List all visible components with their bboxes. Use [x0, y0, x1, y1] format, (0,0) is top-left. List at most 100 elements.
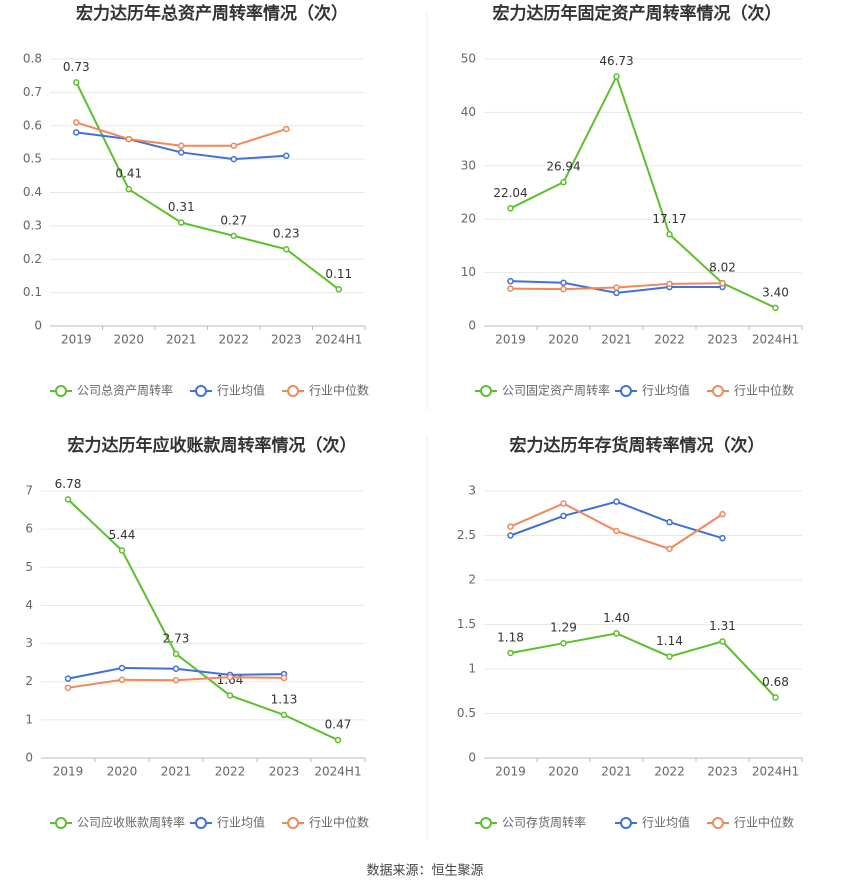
data-point	[118, 664, 126, 672]
legend-marker	[480, 385, 492, 397]
chart-title: 宏力达历年存货周转率情况（次）	[510, 435, 765, 456]
y-tick-label: 10	[461, 265, 476, 279]
data-point	[226, 692, 234, 699]
data-point	[507, 277, 514, 285]
x-tick-label: 2023	[707, 765, 738, 779]
data-point	[560, 500, 567, 507]
data-point	[178, 142, 185, 150]
data-label: 1.14	[656, 634, 683, 648]
data-point	[178, 149, 185, 156]
data-point	[507, 285, 514, 292]
data-point	[613, 73, 620, 80]
data-point	[666, 653, 673, 660]
chart-title: 宏力达历年总资产周转率情况（次）	[76, 3, 348, 24]
data-point	[507, 649, 514, 657]
series-line	[75, 81, 340, 291]
data-label: 0.27	[220, 213, 247, 227]
data-point	[719, 638, 726, 645]
x-tick-label: 2022	[654, 765, 685, 779]
legend-label: 公司应收账款周转率	[77, 815, 185, 830]
y-tick-label: 20	[461, 212, 476, 226]
x-tick-label: 2021	[601, 333, 632, 347]
legend-label: 行业中位数	[734, 383, 794, 398]
legend-marker	[712, 385, 724, 397]
legend-marker	[620, 817, 632, 829]
data-label: 46.73	[599, 54, 633, 68]
y-tick-label: 0.2	[23, 252, 42, 266]
data-label: 3.40	[762, 285, 789, 299]
series-line	[67, 498, 339, 741]
data-label: 0.73	[63, 60, 90, 74]
data-point	[172, 665, 180, 672]
data-point	[283, 152, 290, 160]
data-point	[719, 510, 726, 518]
data-point	[560, 285, 567, 293]
data-label: 17.17	[652, 212, 686, 226]
x-tick-label: 2023	[271, 333, 302, 347]
x-tick-label: 2021	[161, 765, 192, 779]
data-point	[64, 675, 72, 682]
y-tick-label: 2	[25, 674, 33, 688]
legend-label: 行业中位数	[309, 815, 369, 830]
data-point	[280, 674, 288, 682]
data-label: 8.02	[709, 261, 736, 275]
legend-marker	[712, 817, 724, 829]
y-tick-label: 0.5	[23, 152, 42, 166]
data-point	[772, 304, 779, 312]
x-tick-label: 2024H1	[752, 333, 799, 347]
y-tick-label: 0	[25, 751, 33, 765]
chart-title: 宏力达历年应收账款周转率情况（次）	[68, 435, 357, 456]
data-point	[560, 512, 567, 520]
y-tick-label: 4	[25, 598, 33, 612]
y-tick-label: 7	[25, 484, 33, 498]
data-point	[560, 178, 567, 186]
data-point	[613, 289, 620, 297]
y-tick-label: 40	[461, 105, 476, 119]
x-tick-label: 2019	[495, 765, 526, 779]
data-point	[125, 135, 132, 143]
data-label: 6.78	[55, 477, 82, 491]
y-tick-label: 0.7	[23, 85, 42, 99]
x-tick-label: 2021	[601, 765, 632, 779]
x-tick-label: 2024H1	[314, 765, 361, 779]
legend-marker	[195, 385, 207, 397]
y-tick-label: 0.1	[23, 285, 42, 299]
legend-label: 行业均值	[642, 815, 690, 830]
data-label: 0.47	[325, 718, 352, 732]
data-point	[73, 119, 80, 126]
series-line	[510, 632, 777, 699]
data-point	[118, 676, 126, 684]
data-label: 1.13	[271, 692, 298, 706]
data-point	[125, 185, 132, 193]
x-tick-label: 2020	[548, 333, 579, 347]
y-tick-label: 3	[468, 484, 476, 498]
x-tick-label: 2019	[53, 765, 84, 779]
data-point	[283, 125, 290, 133]
legend-label: 公司总资产周转率	[77, 383, 173, 398]
data-point	[666, 231, 673, 238]
x-tick-label: 2024H1	[315, 333, 362, 347]
legend-label: 行业中位数	[734, 815, 794, 830]
series-line	[510, 73, 776, 309]
data-label: 0.11	[325, 267, 352, 281]
x-tick-label: 2019	[495, 333, 526, 347]
x-tick-label: 2020	[548, 765, 579, 779]
data-point	[613, 498, 620, 505]
y-tick-label: 0.5	[457, 706, 476, 720]
x-tick-label: 2021	[166, 333, 197, 347]
y-tick-label: 6	[25, 522, 33, 536]
x-tick-label: 2023	[269, 765, 300, 779]
data-label: 1.31	[709, 619, 736, 633]
data-point	[335, 286, 342, 293]
data-label: 26.94	[546, 160, 580, 174]
data-point	[507, 523, 514, 530]
data-label: 1.18	[497, 630, 524, 644]
data-label: 22.04	[493, 186, 527, 200]
legend-label: 行业均值	[217, 383, 265, 398]
data-point	[118, 547, 126, 554]
y-tick-label: 2	[468, 573, 476, 587]
data-label: 5.44	[109, 528, 136, 542]
data-point	[613, 630, 620, 637]
x-tick-label: 2023	[707, 333, 738, 347]
